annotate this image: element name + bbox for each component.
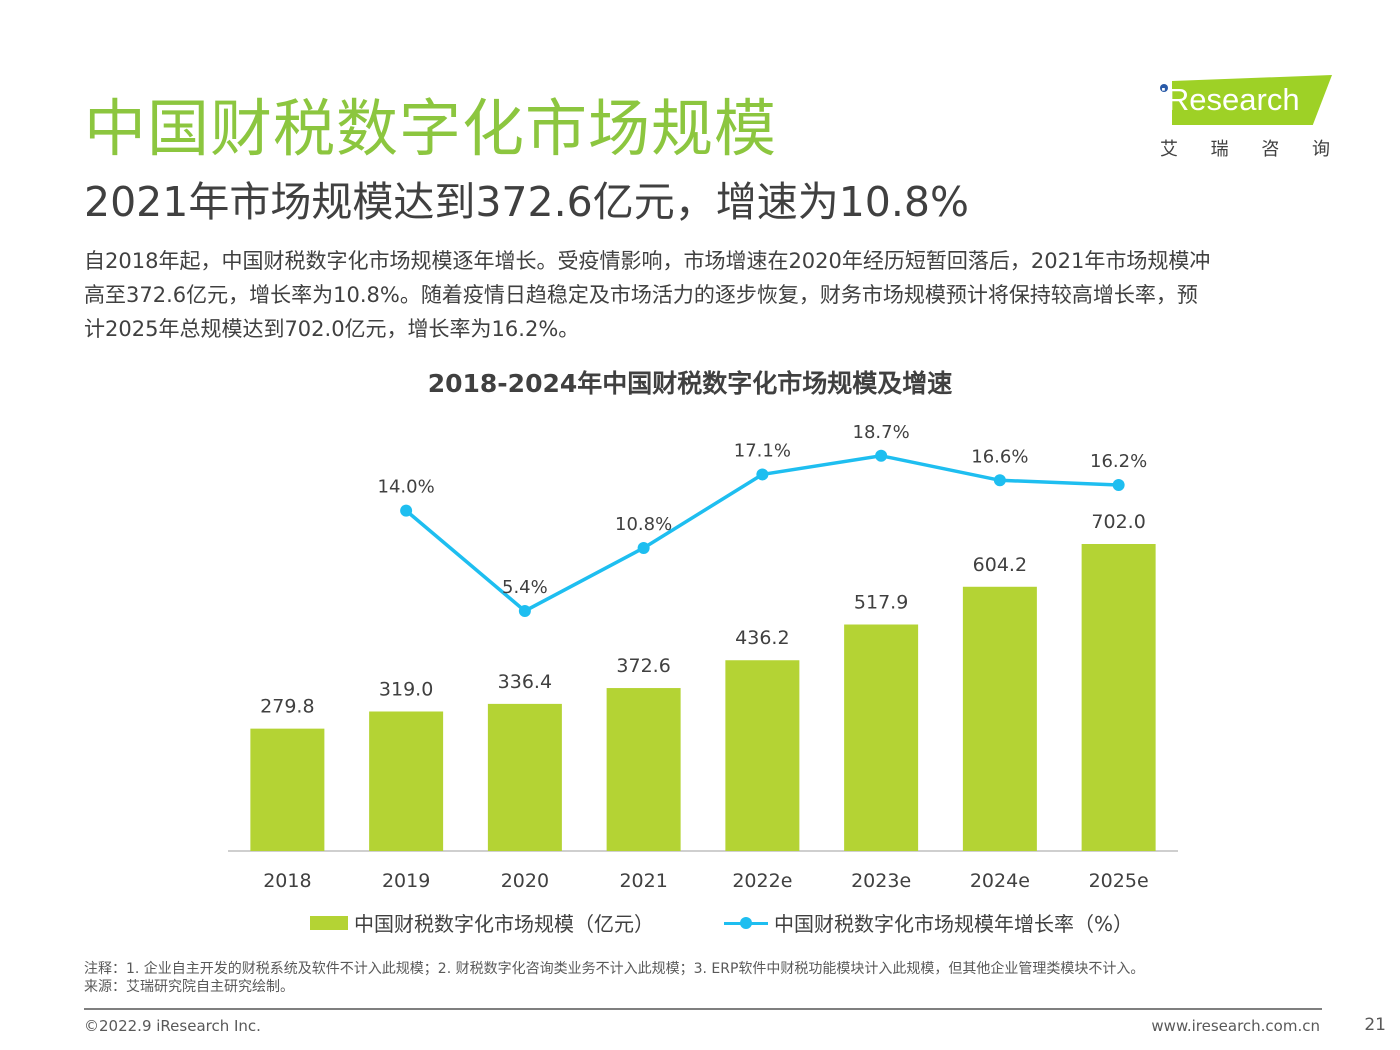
- x-tick-label: 2019: [382, 870, 430, 892]
- summary-line: 自2018年起，中国财税数字化市场规模逐年增长。受疫情影响，市场增速在2020年…: [84, 249, 1211, 273]
- logo-dot: [1160, 84, 1168, 92]
- bar-market-size: [725, 660, 800, 851]
- summary-line: 高至372.6亿元，增长率为10.8%。随着疫情日趋稳定及市场活力的逐步恢复，财…: [84, 283, 1198, 307]
- x-tick-label: 2024e: [970, 870, 1030, 892]
- logo-subtitle: 艾 瑞 咨 询: [1160, 135, 1330, 161]
- bar-value-label: 279.8: [260, 696, 314, 718]
- logo-char: 艾: [1160, 139, 1178, 160]
- growth-rate-point: [993, 474, 1006, 487]
- x-tick-label: 2023e: [851, 870, 911, 892]
- bar-value-label: 604.2: [973, 554, 1027, 576]
- source-text: 来源：艾瑞研究院自主研究绘制。: [84, 979, 294, 995]
- summary-text: 自2018年起，中国财税数字化市场规模逐年增长。受疫情影响，市场增速在2020年…: [84, 244, 1334, 346]
- bar-market-size: [844, 624, 919, 851]
- chart-legend: 中国财税数字化市场规模（亿元） 中国财税数字化市场规模年增长率（%）: [310, 908, 1203, 937]
- growth-rate-label: 18.7%: [853, 422, 910, 443]
- note-text: 注释：1. 企业自主开发的财税系统及软件不计入此规模；2. 财税数字化咨询类业务…: [84, 961, 1145, 977]
- bar-market-size: [962, 586, 1037, 851]
- legend-item-growth-rate: 中国财税数字化市场规模年增长率（%）: [724, 908, 1133, 937]
- growth-rate-point: [637, 541, 650, 554]
- growth-rate-point: [756, 468, 769, 481]
- growth-rate-point: [518, 604, 531, 617]
- x-tick-label: 2018: [263, 870, 311, 892]
- growth-rate-label: 10.8%: [615, 514, 672, 535]
- growth-rate-label: 16.2%: [1090, 451, 1147, 472]
- bar-market-size: [250, 728, 325, 851]
- page-number: 21: [1364, 1015, 1386, 1035]
- growth-rate-point: [1112, 478, 1125, 491]
- x-tick-label: 2021: [619, 870, 667, 892]
- growth-rate-point: [400, 504, 413, 517]
- bar-value-label: 336.4: [498, 671, 552, 693]
- logo-banner: [1172, 75, 1332, 125]
- bar-market-size: [606, 688, 681, 851]
- legend-label: 中国财税数字化市场规模年增长率（%）: [774, 912, 1134, 936]
- bar-market-size: [1081, 544, 1156, 851]
- bar-value-label: 319.0: [379, 678, 433, 700]
- legend-line-swatch: [724, 916, 768, 930]
- growth-rate-point: [875, 449, 888, 462]
- growth-rate-label: 17.1%: [734, 440, 791, 461]
- logo-text: iResearch: [1160, 82, 1300, 117]
- x-tick-label: 2022e: [732, 870, 792, 892]
- page-subtitle: 2021年市场规模达到372.6亿元，增速为10.8%: [84, 178, 969, 226]
- x-tick-label: 2020: [501, 870, 549, 892]
- copyright: ©2022.9 iResearch Inc.: [84, 1017, 261, 1035]
- logo-char: 咨: [1261, 139, 1280, 160]
- bar-market-size: [369, 711, 444, 851]
- footer-divider: [84, 1008, 1322, 1010]
- legend-bar-swatch: [310, 915, 348, 930]
- chart-notes: 注释：1. 企业自主开发的财税系统及软件不计入此规模；2. 财税数字化咨询类业务…: [84, 960, 1144, 996]
- page-title: 中国财税数字化市场规模: [84, 92, 778, 165]
- legend-item-market-size: 中国财税数字化市场规模（亿元）: [310, 908, 654, 937]
- bar-value-label: 372.6: [616, 655, 670, 677]
- iresearch-logo: iResearch 艾 瑞 咨 询: [1150, 70, 1332, 161]
- chart-title: 2018-2024年中国财税数字化市场规模及增速: [427, 369, 953, 398]
- bar-value-label: 436.2: [735, 627, 789, 649]
- website-url: www.iresearch.com.cn: [1151, 1017, 1320, 1035]
- bar-value-label: 702.0: [1091, 511, 1145, 533]
- legend-label: 中国财税数字化市场规模（亿元）: [354, 912, 654, 936]
- growth-rate-label: 16.6%: [971, 446, 1028, 467]
- x-tick-label: 2025e: [1089, 870, 1149, 892]
- growth-rate-label: 5.4%: [502, 577, 548, 598]
- logo-char: 瑞: [1210, 139, 1229, 160]
- summary-line: 计2025年总规模达到702.0亿元，增长率为16.2%。: [84, 317, 580, 341]
- logo-char: 询: [1311, 139, 1330, 160]
- bar-market-size: [487, 703, 562, 851]
- growth-rate-label: 14.0%: [378, 477, 435, 498]
- bar-value-label: 517.9: [854, 592, 908, 614]
